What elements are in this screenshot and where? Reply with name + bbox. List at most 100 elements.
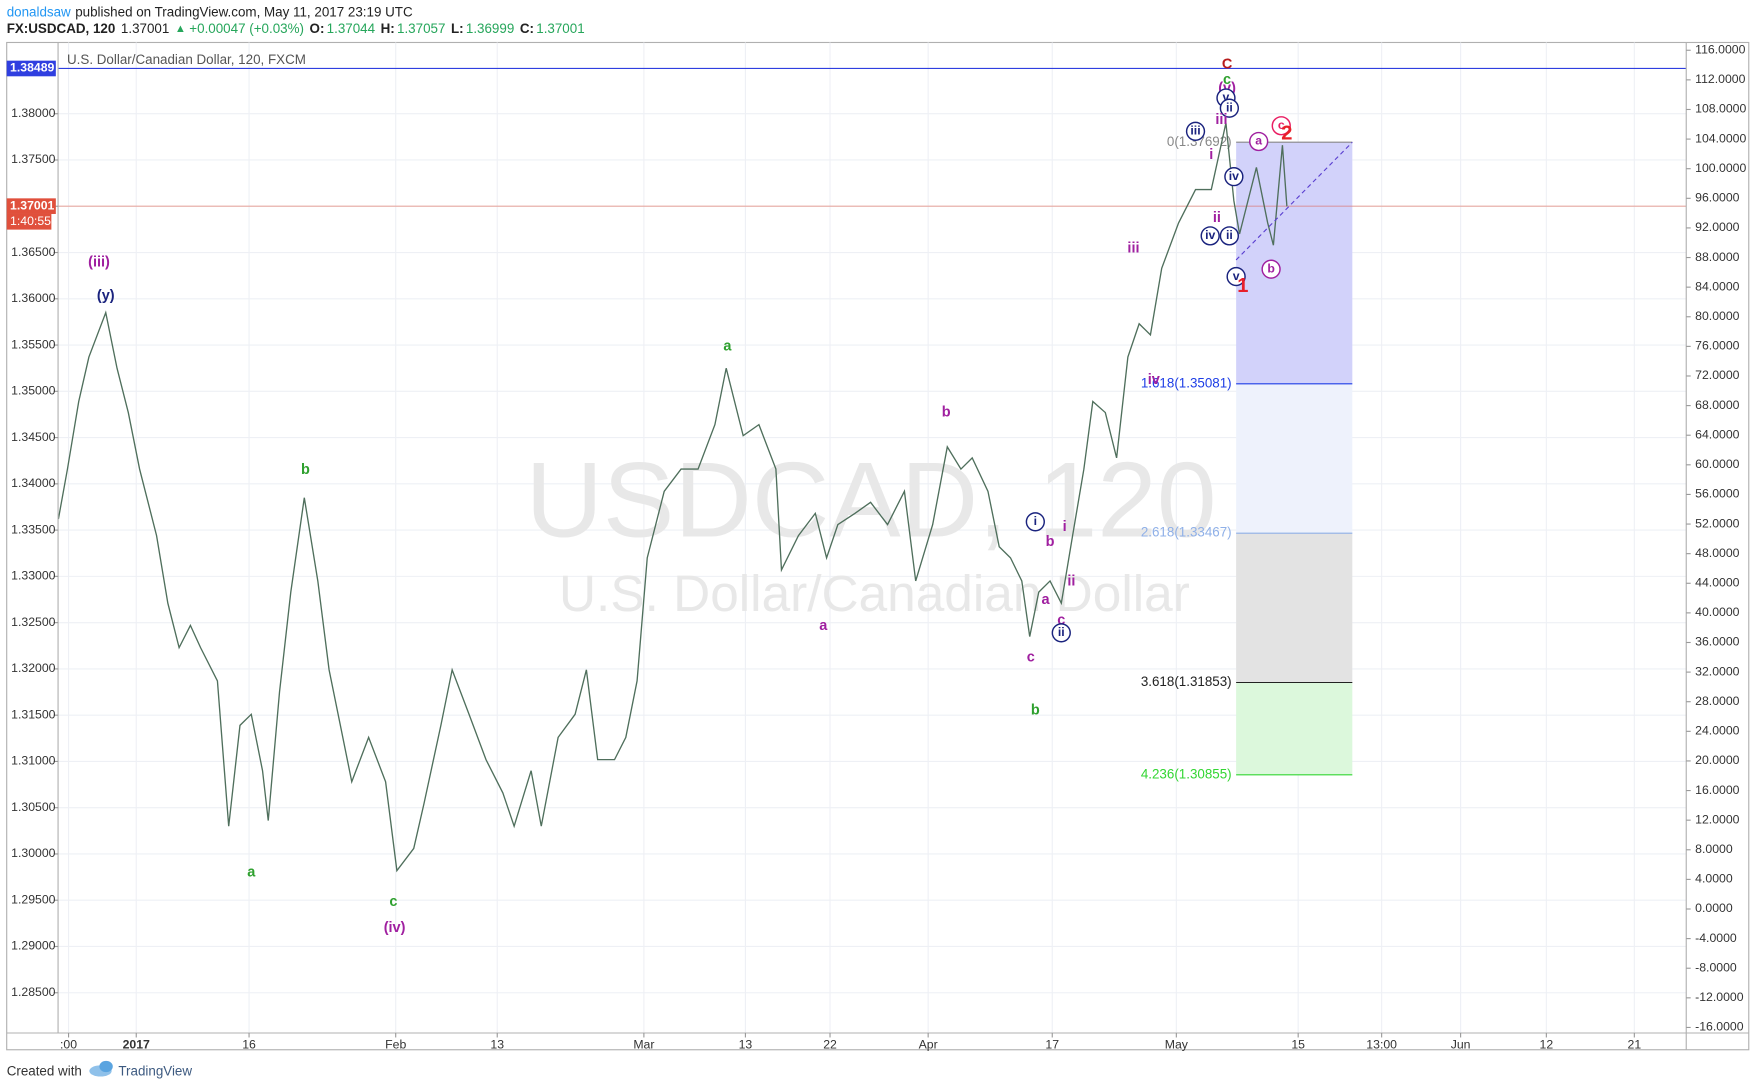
- x-tick-label: 16: [242, 1038, 256, 1052]
- y2-tick-label: 100.0000: [1695, 161, 1746, 175]
- wave-circle: [1185, 121, 1206, 141]
- x-tick-label: 2017: [123, 1038, 150, 1052]
- wave-label: a: [1041, 592, 1050, 608]
- wave-label: a: [1255, 134, 1262, 148]
- x-tick-label: :00: [60, 1038, 77, 1052]
- y-tick-label: 1.34500: [11, 430, 56, 444]
- y2-tick-label: 108.0000: [1695, 102, 1746, 116]
- wave-label: a: [723, 339, 732, 355]
- wave-label: ii: [1058, 625, 1065, 639]
- fib-label: 4.236(1.30855): [1141, 766, 1232, 781]
- wave-label: i: [1209, 147, 1213, 163]
- fib-label: 3.618(1.31853): [1141, 674, 1232, 689]
- y2-tick-label: 44.0000: [1695, 576, 1740, 590]
- x-tick-label: Jun: [1451, 1038, 1471, 1052]
- x-tick-label: Feb: [385, 1038, 406, 1052]
- wave-circle: [1261, 259, 1281, 279]
- quote-line: FX:USDCAD, 120 1.37001 ▲ +0.00047 (+0.03%) O…: [7, 21, 585, 36]
- y2-tick-label: 36.0000: [1695, 635, 1740, 649]
- wave-label: c: [389, 894, 397, 910]
- y2-tick-label: 104.0000: [1695, 131, 1746, 145]
- wave-circle: [1249, 131, 1269, 152]
- wave-label: iii: [1215, 112, 1227, 128]
- y2-tick-label: 24.0000: [1695, 724, 1740, 738]
- wave-label: iv: [1205, 228, 1215, 242]
- x-tick-label: 21: [1628, 1038, 1642, 1052]
- wave-label: ii: [1226, 100, 1233, 114]
- footer-brand[interactable]: TradingView: [118, 1064, 192, 1079]
- y2-tick-label: 80.0000: [1695, 309, 1740, 323]
- wave-label: ii: [1226, 228, 1233, 242]
- y2-tick-label: 20.0000: [1695, 753, 1740, 767]
- y2-tick-label: 0.0000: [1695, 901, 1733, 915]
- wave-label: (y): [97, 288, 115, 304]
- plot: 0(1.37692) 1.618(1.35081) 2.618(1.33467) 3.…: [57, 57, 1687, 936]
- tradingview-logo[interactable]: [89, 1060, 113, 1077]
- y2-tick-label: 12.0000: [1695, 812, 1740, 826]
- wave-circle: [1051, 623, 1071, 643]
- wave-label: c: [1057, 613, 1065, 629]
- wave-label: b: [1031, 702, 1040, 718]
- wave-label: iii: [1127, 241, 1139, 257]
- x-tick-label: Apr: [919, 1038, 938, 1052]
- x-tick-label: 12: [1540, 1038, 1554, 1052]
- wave-label: c: [1278, 118, 1285, 132]
- watermark: USDCAD, 120: [526, 439, 1217, 559]
- price-tag-label: 1.38489: [10, 61, 55, 75]
- y-tick-label: 1.35000: [11, 384, 56, 398]
- y2-tick-label: 40.0000: [1695, 605, 1740, 619]
- y-tick-label: 1.34000: [11, 476, 56, 490]
- wave-label: 1: [1237, 275, 1248, 297]
- last: 1.37001: [121, 21, 169, 36]
- wave-label: v: [1223, 90, 1230, 104]
- y-tick-label: 1.32500: [11, 615, 56, 629]
- x-tick-label: 17: [1045, 1038, 1059, 1052]
- axes: 1.28500 1.29000 1.29500 1.30000 1.30500 1.310…: [6, 43, 1747, 1052]
- c-label: C:: [520, 21, 534, 36]
- y2-tick-label: 116.0000: [1695, 43, 1745, 57]
- y-tick-label: 1.38000: [11, 106, 56, 120]
- x-tick-label: 15: [1291, 1038, 1305, 1052]
- y2-tick-label: 112.0000: [1695, 72, 1745, 86]
- wave-label: ii: [1213, 210, 1221, 226]
- price-line: [57, 122, 1288, 873]
- wave-label: (iv): [384, 920, 406, 936]
- y2-tick-label: 16.0000: [1695, 783, 1740, 797]
- y2-tick-label: 96.0000: [1695, 191, 1740, 205]
- fib-band: [1236, 142, 1353, 384]
- high: 1.37057: [397, 21, 445, 36]
- y-tick-label: 1.29000: [11, 939, 56, 953]
- wave-circle: [1025, 512, 1045, 532]
- trendline: [1235, 141, 1353, 261]
- x-tick-label: Mar: [633, 1038, 654, 1052]
- y2-tick-label: 4.0000: [1695, 872, 1733, 886]
- y-tick-label: 1.36500: [11, 245, 56, 259]
- wave-circle: [1224, 166, 1244, 187]
- change: +0.00047 (+0.03%): [189, 21, 304, 36]
- wave-label: a: [247, 864, 256, 880]
- fib-band: [1236, 682, 1353, 775]
- wave-label: i: [1063, 519, 1067, 535]
- author[interactable]: donaldsaw: [7, 4, 71, 19]
- wave-label: b: [942, 404, 951, 420]
- y2-tick-label: 52.0000: [1695, 516, 1740, 530]
- y2-tick-label: -12.0000: [1695, 990, 1744, 1004]
- wave-label: C: [1222, 57, 1233, 73]
- wave-circle: [1271, 116, 1291, 136]
- chart-title: U.S. Dollar/Canadian Dollar, 120, FXCM: [67, 52, 306, 67]
- y2-tick-label: -16.0000: [1695, 1020, 1744, 1034]
- wave-circle: [1219, 226, 1240, 246]
- y-tick-label: 1.37500: [11, 152, 56, 166]
- wave-label: i: [1034, 514, 1037, 528]
- y2-tick-label: -4.0000: [1695, 931, 1737, 945]
- x-tick-label: May: [1165, 1038, 1189, 1052]
- y-tick-label: 1.28500: [11, 985, 56, 999]
- y-tick-label: 1.33000: [11, 569, 56, 583]
- y-tick-label: 1.32000: [11, 661, 56, 675]
- wave-label: a: [819, 618, 828, 634]
- price-tag: [6, 198, 56, 214]
- wave-label: b: [1267, 261, 1275, 275]
- price-tag-label: 1.37001: [10, 198, 55, 212]
- y2-tick-label: 72.0000: [1695, 368, 1740, 382]
- fib-label: 2.618(1.33467): [1141, 525, 1232, 540]
